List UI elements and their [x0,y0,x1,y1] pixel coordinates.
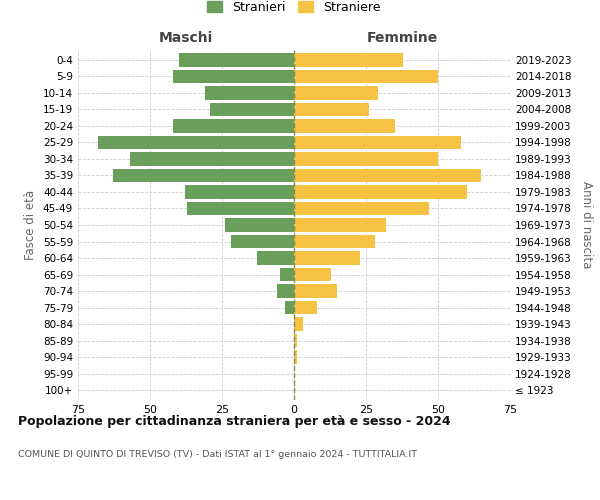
Bar [294,301,317,314]
Bar [294,136,461,149]
Bar [277,284,294,298]
Bar [294,252,360,264]
Bar [294,268,331,281]
Bar [294,218,386,232]
Bar [187,202,294,215]
Bar [173,120,294,132]
Bar [294,202,430,215]
Bar [294,86,377,100]
Bar [294,318,302,330]
Bar [113,169,294,182]
Bar [294,334,297,347]
Bar [294,103,369,116]
Text: COMUNE DI QUINTO DI TREVISO (TV) - Dati ISTAT al 1° gennaio 2024 - TUTTITALIA.IT: COMUNE DI QUINTO DI TREVISO (TV) - Dati … [18,450,417,459]
Bar [294,169,481,182]
Bar [294,284,337,298]
Text: Maschi: Maschi [159,31,213,45]
Bar [280,268,294,281]
Bar [98,136,294,149]
Y-axis label: Fasce di età: Fasce di età [25,190,37,260]
Bar [185,186,294,198]
Bar [211,103,294,116]
Bar [294,120,395,132]
Bar [286,301,294,314]
Bar [179,54,294,66]
Text: Femmine: Femmine [367,31,437,45]
Bar [205,86,294,100]
Bar [225,218,294,232]
Y-axis label: Anni di nascita: Anni di nascita [580,182,593,268]
Bar [257,252,294,264]
Bar [230,235,294,248]
Bar [294,152,438,166]
Bar [294,54,403,66]
Bar [130,152,294,166]
Bar [294,70,438,83]
Bar [294,350,297,364]
Bar [173,70,294,83]
Bar [294,186,467,198]
Bar [294,235,374,248]
Text: Popolazione per cittadinanza straniera per età e sesso - 2024: Popolazione per cittadinanza straniera p… [18,415,451,428]
Legend: Stranieri, Straniere: Stranieri, Straniere [203,0,385,18]
